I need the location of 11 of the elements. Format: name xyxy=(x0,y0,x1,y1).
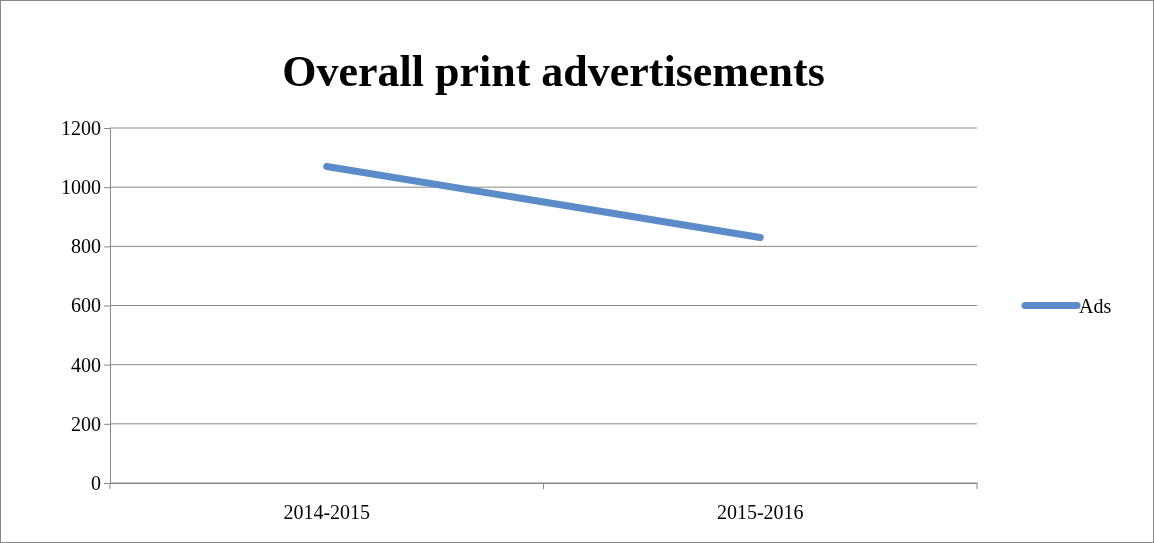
chart-title: Overall print advertisements xyxy=(282,47,825,96)
legend-label: Ads xyxy=(1079,294,1112,317)
x-tick-label: 2015-2016 xyxy=(716,501,804,524)
y-tick-label: 0 xyxy=(91,471,101,494)
y-tick-label: 400 xyxy=(71,353,101,376)
y-tick-label: 1000 xyxy=(61,176,101,199)
y-tick-label: 800 xyxy=(71,235,101,258)
y-tick-label: 600 xyxy=(71,294,101,317)
y-tick-label: 1200 xyxy=(61,116,101,139)
y-tick-label: 200 xyxy=(71,412,101,435)
x-tick-label: 2014-2015 xyxy=(283,501,371,524)
